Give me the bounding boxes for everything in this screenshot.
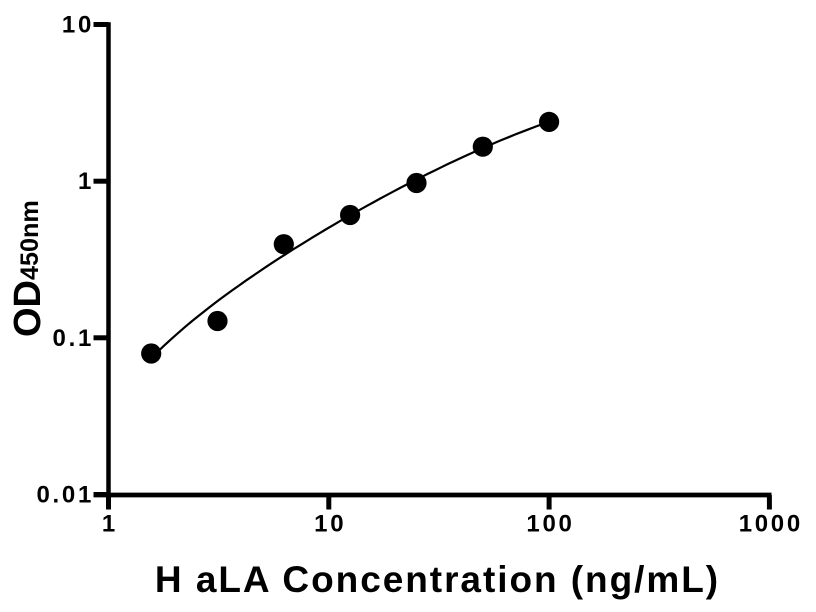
svg-text:1000: 1000 [739,511,803,538]
svg-text:10: 10 [62,12,94,39]
svg-text:100: 100 [526,511,574,538]
svg-text:10: 10 [314,511,346,538]
svg-text:1: 1 [102,511,118,538]
svg-text:0.01: 0.01 [36,482,94,509]
svg-text:H aLA Concentration (ng/mL): H aLA Concentration (ng/mL) [155,559,720,600]
svg-text:1: 1 [78,168,94,195]
svg-text:0.1: 0.1 [53,325,94,352]
